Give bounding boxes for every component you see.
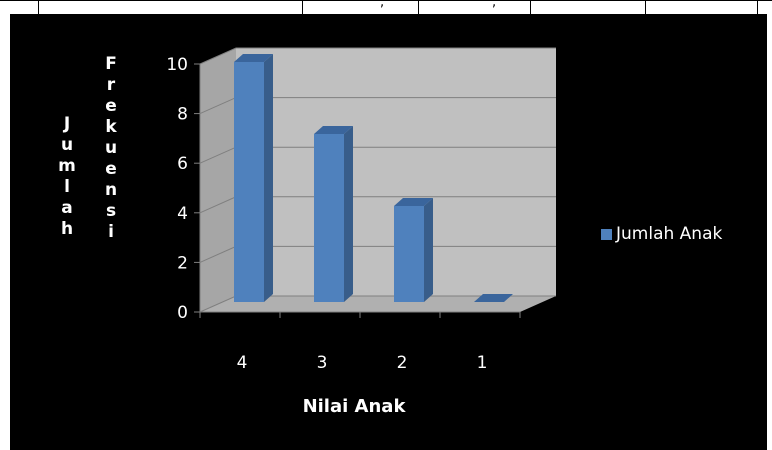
axis-title-letter: m — [58, 156, 76, 176]
axis-title-letter: k — [105, 117, 117, 137]
x-tick-label: 3 — [317, 353, 328, 373]
axis-title-letter: i — [108, 222, 114, 242]
axis-title-letter: l — [64, 177, 70, 197]
y-tick-label: 8 — [177, 105, 188, 125]
axis-title-letter: J — [63, 114, 71, 134]
legend-swatch — [601, 228, 612, 240]
bar — [394, 206, 424, 302]
gridline — [199, 47, 556, 65]
table-cell-border — [302, 1, 303, 15]
axis-title-letter: s — [105, 201, 117, 221]
legend-label: Jumlah Anak — [616, 224, 723, 244]
y-tick-label: 10 — [166, 55, 188, 75]
table-cell-border — [418, 1, 419, 15]
table-top-strip: , , — [0, 0, 772, 15]
x-tick-label: 1 — [477, 353, 488, 373]
axis-title-letter: a — [61, 198, 73, 218]
table-cell-border — [530, 1, 531, 15]
plot-floor — [200, 296, 556, 312]
y-tick-label: 4 — [177, 204, 188, 224]
bar-top — [314, 126, 353, 134]
axis-title-letter: F — [105, 54, 117, 74]
y-tick-label: 2 — [177, 253, 188, 273]
axis-title-letter: r — [106, 75, 116, 95]
x-tick-label: 4 — [237, 353, 248, 373]
legend: Jumlah Anak — [601, 224, 722, 244]
bar-side — [264, 54, 273, 302]
table-cell-border — [757, 1, 758, 15]
y-tick-label: 0 — [177, 303, 188, 323]
table-cell-border — [38, 1, 39, 15]
axis-title-letter: u — [104, 138, 118, 158]
bar-chart: 0 2 4 6 8 10 4 3 2 1 — [166, 47, 556, 373]
x-axis-label: Nilai Anak — [302, 396, 406, 417]
bar-top — [234, 54, 273, 62]
axis-title-letter: u — [60, 135, 74, 155]
table-cell-border — [645, 1, 646, 15]
axis-title-letter: e — [105, 159, 117, 179]
bar-top — [394, 198, 433, 206]
table-cell-text: , — [380, 0, 385, 10]
bar-top — [474, 294, 513, 302]
axis-title-letter: e — [105, 96, 117, 116]
bar-side — [344, 126, 353, 302]
bar — [234, 62, 264, 302]
y-tick-label: 6 — [177, 154, 188, 174]
plot-side-wall — [200, 48, 236, 312]
x-tick-label: 2 — [397, 353, 408, 373]
bar-side — [424, 198, 433, 302]
axis-title-letter: n — [104, 180, 118, 200]
bar — [314, 134, 344, 302]
table-cell-text: , — [492, 0, 497, 10]
axis-title-letter: h — [60, 219, 74, 239]
